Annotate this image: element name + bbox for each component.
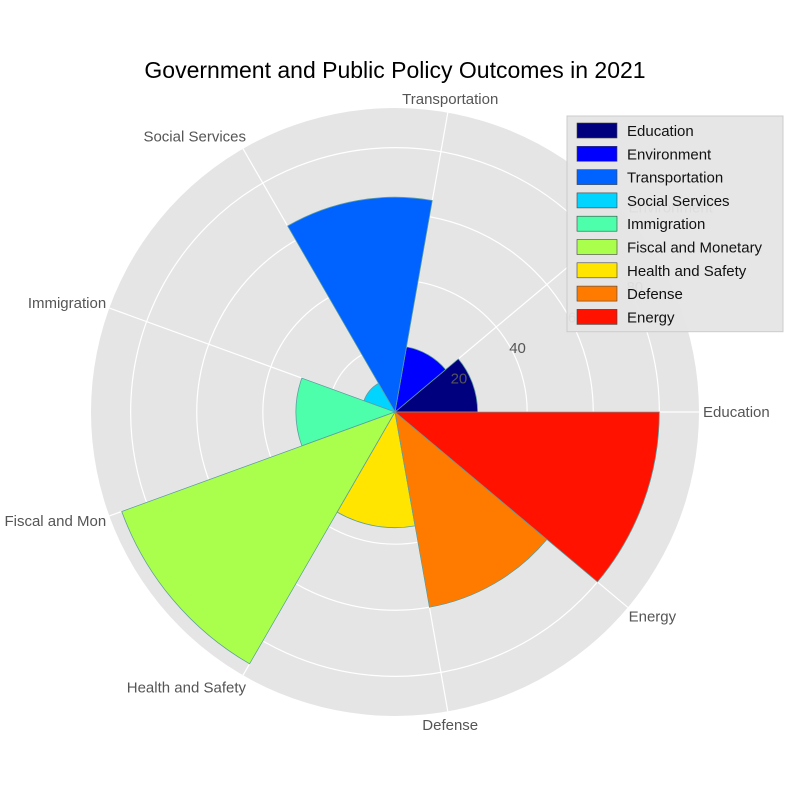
legend-swatch (576, 309, 618, 325)
category-label: Social Services (143, 129, 246, 146)
legend-swatch (576, 192, 618, 209)
legend-swatch (576, 122, 618, 139)
legend-swatch (576, 146, 618, 162)
polar-bars (121, 196, 660, 665)
legend-swatch (576, 285, 618, 302)
legend-entry: Education (627, 123, 694, 140)
legend-swatch (576, 239, 618, 255)
legend-swatch (576, 169, 618, 185)
radial-tick-label: 40 (509, 340, 526, 357)
legend: Education Environment Transportation Social… (566, 115, 784, 333)
bar-energy (393, 411, 660, 583)
bar-immigration (295, 377, 397, 447)
bar-fiscal-and-monetary (121, 411, 396, 665)
legend-swatch (576, 262, 618, 279)
bar-health-and-safety (336, 410, 416, 528)
legend-entry: Health and Safety (627, 263, 747, 280)
chart-title: Government and Public Policy Outcomes in… (144, 57, 645, 83)
category-label: Immigration (28, 295, 106, 312)
legend-entry: Environment (627, 146, 712, 163)
category-label: Education (703, 404, 770, 421)
category-label: Defense (422, 717, 478, 734)
legend-entry: Energy (627, 309, 675, 326)
legend-entry: Fiscal and Monetary (627, 240, 763, 257)
legend-entry: Immigration (627, 216, 705, 233)
category-label: Energy (629, 608, 677, 625)
legend-entry: Social Services (627, 193, 730, 210)
bar-transportation (287, 196, 433, 414)
category-label: Fiscal and Mon (4, 513, 106, 530)
legend-entry: Defense (627, 286, 683, 303)
legend-entry: Transportation (627, 170, 723, 187)
category-label: Transportation (402, 91, 498, 108)
category-label: Health and Safety (127, 679, 247, 696)
radial-tick-label: 20 (451, 371, 468, 388)
legend-swatch (576, 215, 618, 232)
bar-defense (394, 410, 548, 608)
